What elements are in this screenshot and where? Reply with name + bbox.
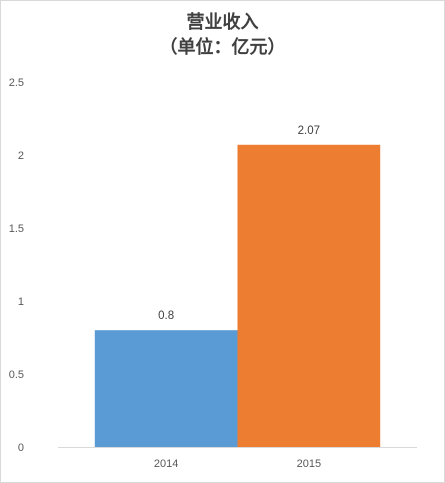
x-axis: 2014 2015 — [58, 447, 417, 470]
chart-title: 营业收入 — [186, 12, 259, 33]
x-tick-label: 2015 — [297, 458, 321, 470]
bars — [94, 144, 381, 447]
data-label-2015: 2.07 — [298, 125, 320, 137]
y-tick-label: 1 — [18, 296, 24, 308]
y-tick-label: 2 — [18, 150, 24, 162]
y-tick-label: 1.5 — [9, 223, 24, 235]
y-tick-label: 0.5 — [9, 369, 24, 381]
y-tick-label: 0 — [18, 442, 24, 454]
y-tick-label: 2.5 — [9, 77, 24, 89]
data-labels: 0.8 2.07 — [158, 125, 320, 322]
y-axis: 0 0.5 1 1.5 2 2.5 — [9, 77, 24, 454]
data-label-2014: 0.8 — [158, 310, 174, 322]
x-tick-label: 2014 — [154, 458, 178, 470]
bar-2015 — [237, 144, 381, 447]
bar-2014 — [94, 330, 238, 447]
chart-subtitle: （单位：亿元） — [159, 37, 286, 58]
